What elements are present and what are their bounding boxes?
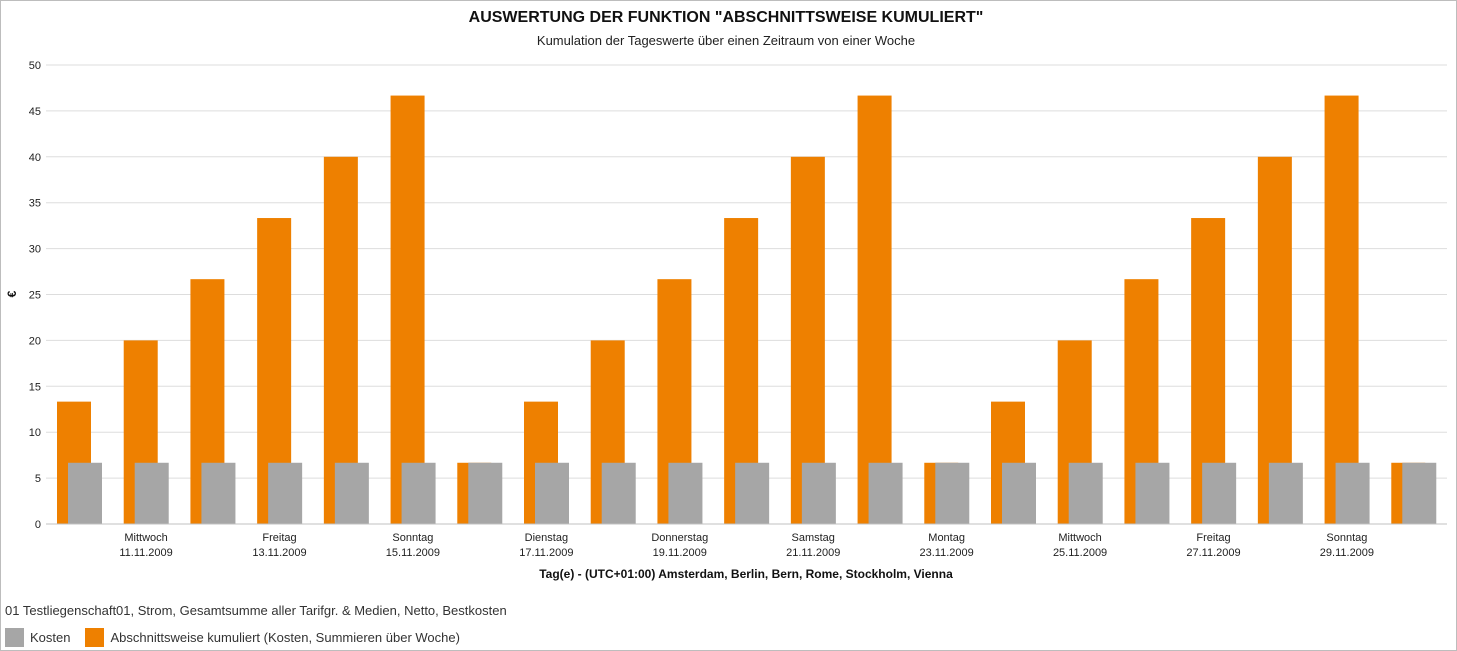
x-tick-label-date: 11.11.2009 — [119, 547, 172, 559]
legend-item-kumuliert[interactable]: Abschnittsweise kumuliert (Kosten, Summi… — [85, 627, 460, 647]
bar-kosten — [468, 462, 503, 524]
bar-kosten — [735, 462, 770, 524]
x-tick-label-date: 25.11.2009 — [1053, 547, 1107, 559]
x-tick-label-day: Dienstag — [525, 532, 568, 544]
legend: Kosten Abschnittsweise kumuliert (Kosten… — [5, 627, 475, 647]
x-tick-label-date: 19.11.2009 — [653, 547, 707, 559]
y-tick-label: 10 — [29, 427, 41, 439]
y-axis-title: € — [5, 290, 19, 297]
bar-kosten — [1402, 462, 1437, 524]
x-tick-label-day: Samstag — [792, 532, 835, 544]
x-tick-label-day: Sonntag — [1326, 532, 1367, 544]
chart-subtitle: Kumulation der Tageswerte über einen Zei… — [537, 33, 915, 48]
y-tick-label: 25 — [29, 290, 41, 302]
bar-kosten — [935, 462, 970, 524]
y-tick-label: 45 — [29, 106, 41, 118]
bar-kosten — [1202, 462, 1237, 524]
bar-kosten — [401, 462, 436, 524]
x-tick-label-date: 27.11.2009 — [1186, 547, 1240, 559]
y-tick-label: 15 — [29, 381, 41, 393]
x-tick-label-date: 15.11.2009 — [386, 547, 440, 559]
y-tick-label: 40 — [29, 152, 41, 164]
legend-swatch-kumuliert — [85, 627, 105, 647]
y-tick-label: 20 — [29, 335, 41, 347]
legend-item-kosten[interactable]: Kosten — [5, 627, 71, 647]
legend-label-kosten: Kosten — [30, 629, 71, 645]
y-tick-label: 5 — [35, 473, 41, 485]
bar-kosten — [1268, 462, 1303, 524]
bar-kosten — [535, 462, 569, 524]
x-tick-label-day: Mittwoch — [1058, 532, 1101, 544]
x-tick-label-date: 23.11.2009 — [920, 547, 974, 559]
y-tick-label: 35 — [29, 198, 41, 210]
bar-kumuliert — [857, 95, 892, 524]
bar-kosten — [801, 462, 836, 524]
x-tick-label-day: Mittwoch — [124, 532, 167, 544]
x-tick-label-day: Donnerstag — [651, 532, 708, 544]
bar-kosten — [1335, 462, 1370, 524]
bar-kosten — [68, 462, 102, 524]
y-tick-label: 0 — [35, 519, 41, 531]
x-tick-label-date: 29.11.2009 — [1320, 547, 1374, 559]
legend-label-kumuliert: Abschnittsweise kumuliert (Kosten, Summi… — [110, 629, 460, 645]
legend-header: 01 Testliegenschaft01, Strom, Gesamtsumm… — [5, 603, 507, 618]
bar-kosten — [1002, 462, 1036, 524]
bar-kosten — [668, 462, 703, 524]
bar-kosten — [868, 462, 903, 524]
x-tick-label-date: 13.11.2009 — [252, 547, 306, 559]
x-tick-label-day: Freitag — [262, 532, 296, 544]
bar-series — [57, 95, 1437, 525]
y-tick-label: 50 — [29, 60, 41, 72]
bar-kosten — [334, 462, 369, 524]
x-tick-label-date: 17.11.2009 — [519, 547, 573, 559]
x-tick-label-day: Montag — [928, 532, 965, 544]
x-tick-label-date: 21.11.2009 — [786, 547, 840, 559]
chart-title: AUSWERTUNG DER FUNKTION "ABSCHNITTSWEISE… — [469, 9, 984, 26]
legend-swatch-kosten — [5, 627, 24, 647]
bar-kosten — [1135, 462, 1170, 524]
bar-kosten — [134, 462, 169, 524]
bar-chart: AUSWERTUNG DER FUNKTION "ABSCHNITTSWEISE… — [5, 9, 1447, 581]
bar-kosten — [201, 462, 236, 524]
bar-kosten — [601, 462, 636, 524]
bar-kumuliert — [1324, 95, 1359, 524]
y-tick-label: 30 — [29, 244, 41, 256]
x-tick-label-day: Freitag — [1196, 532, 1230, 544]
x-axis-ticks: Mittwoch 11.11.2009 Freitag 13.11.2009 Sonnt… — [119, 532, 1374, 559]
bar-kosten — [1068, 462, 1103, 524]
x-tick-label-day: Sonntag — [392, 532, 433, 544]
x-axis-title: Tag(e) - (UTC+01:00) Amsterdam, Berlin, … — [539, 567, 953, 581]
bar-kumuliert — [390, 95, 425, 524]
y-axis-ticks: 0 5 10 15 20 25 30 35 40 45 50 — [29, 60, 41, 531]
bar-kosten — [268, 462, 303, 524]
